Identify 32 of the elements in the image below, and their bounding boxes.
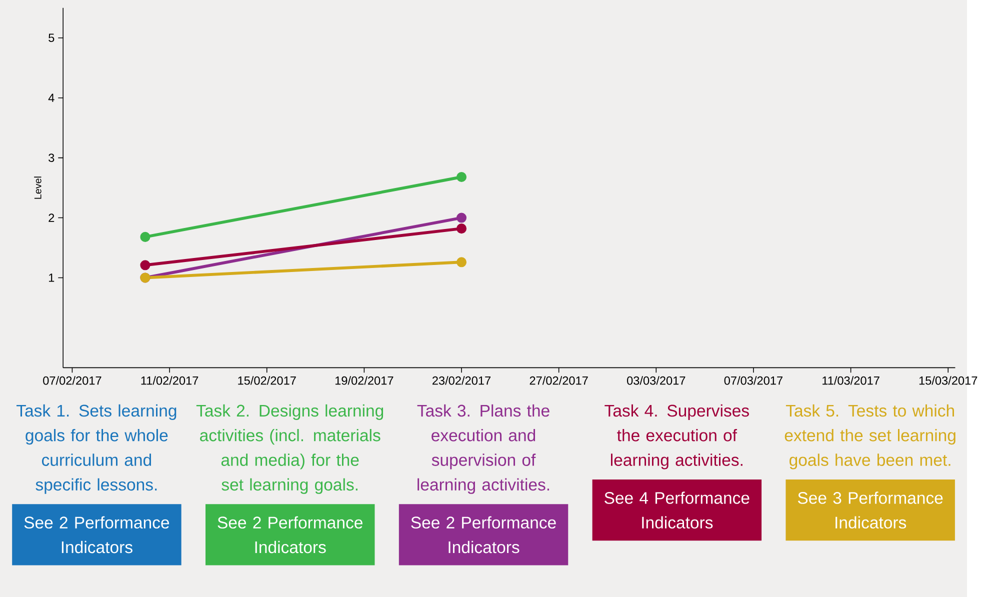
y-tick-label: 5 — [48, 34, 54, 42]
point — [456, 223, 467, 234]
y-tick-label: 4 — [48, 94, 54, 102]
x-tick-label: 15/02/2017 — [238, 376, 296, 385]
x-tick-label: 23/02/2017 — [432, 376, 491, 385]
point — [456, 212, 467, 223]
point — [140, 260, 150, 270]
x-tick-label: 15/03/2017 — [919, 376, 978, 385]
text: Task 5. Tests to which extend the set learning goals have been met. — [784, 404, 956, 470]
point — [456, 256, 467, 267]
point — [456, 172, 467, 182]
text: See 4 Performance Indicators — [604, 491, 750, 528]
text: See 2 Performance Indicators — [24, 516, 170, 554]
x-tick-label: 19/02/2017 — [335, 376, 394, 385]
x-tick-label: 27/02/2017 — [530, 376, 588, 385]
x-tick-label: 11/02/2017 — [141, 376, 198, 385]
text: See 2 Performance Indicators — [218, 516, 362, 554]
legend-label: Task 1. Sets learning goals for the whole curriculum and specific lessons. — [16, 404, 176, 494]
text: See 2 Performance Indicators — [411, 516, 556, 554]
x-tick-label: 07/03/2017 — [724, 376, 782, 385]
text: Task 2. Designs learning activities (incl. materials and media) for the set learning goals. — [196, 404, 384, 494]
x-tick-label: 11/03/2017 — [822, 376, 880, 385]
x-tick-label: 03/03/2017 — [627, 376, 686, 385]
text: Task 4. Supervises the execution of learning activities. — [604, 404, 749, 470]
text: See 3 Performance Indicators — [798, 491, 943, 528]
x-tick-label: 07/02/2017 — [43, 376, 102, 385]
y-axis-title: Level — [34, 176, 42, 199]
y-tick-label: 3 — [48, 153, 54, 162]
y-tick-label: 1 — [48, 273, 54, 282]
y-tick-label: 2 — [48, 213, 54, 222]
point — [140, 232, 150, 242]
text: Task 3. Plans the execution and supervision of learning activities. — [417, 404, 550, 494]
